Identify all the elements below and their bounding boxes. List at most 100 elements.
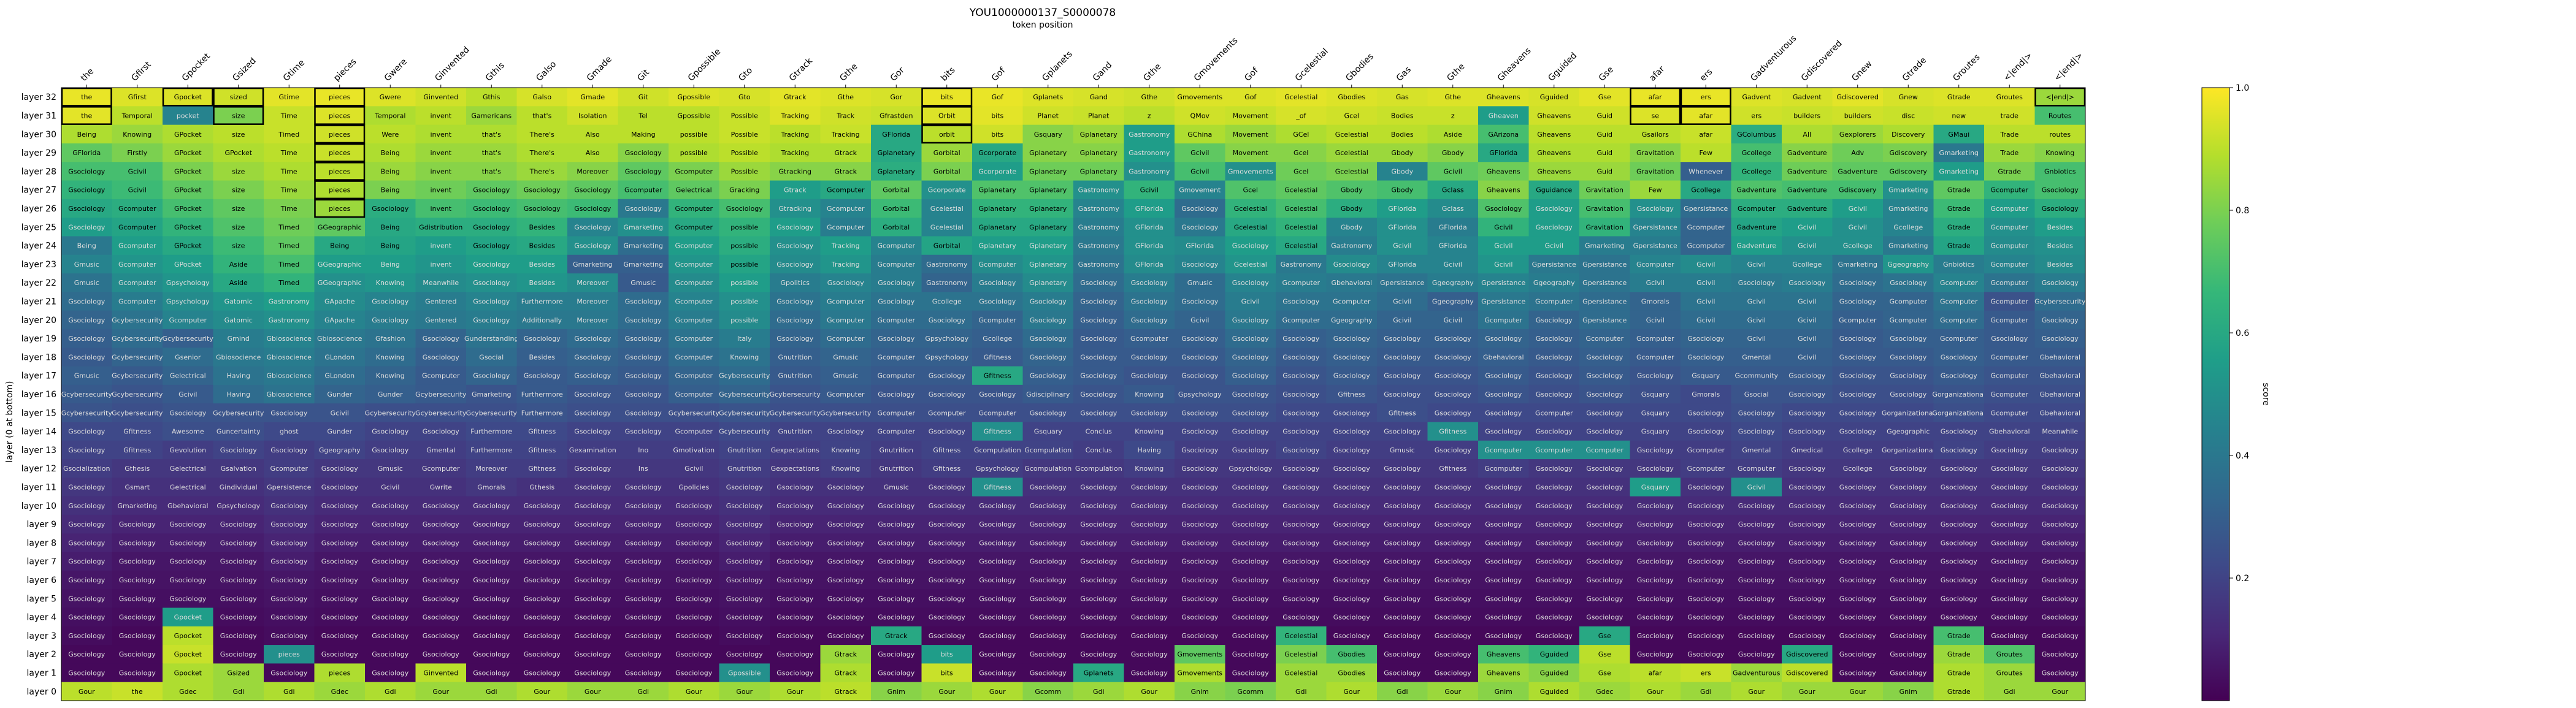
- cell-label: Gnutrition: [778, 428, 812, 436]
- heatmap-cell: [1427, 422, 1479, 441]
- cell-label: Gsociology: [1687, 558, 1725, 566]
- heatmap-cell: [1832, 459, 1884, 478]
- heatmap-cell: [415, 88, 467, 107]
- cell-label: Gmovements: [1228, 167, 1273, 175]
- cell-label: Ino: [638, 446, 648, 454]
- heatmap-cell: [1832, 218, 1884, 237]
- heatmap-cell: [264, 310, 315, 330]
- heatmap-cell: [1175, 607, 1225, 627]
- heatmap-cell: [163, 310, 213, 330]
- heatmap-cell: [1630, 440, 1681, 460]
- cell-label: Gsociology: [473, 558, 510, 566]
- cell-label: Also: [586, 149, 600, 157]
- cell-label: Gsociology: [979, 539, 1016, 547]
- cell-label: Gsociology: [524, 595, 561, 603]
- cell-label: Gpossible: [728, 669, 761, 677]
- heatmap-cell: [1731, 366, 1782, 386]
- cell-label: Gcomputer: [1990, 353, 2028, 361]
- heatmap-cell: [1933, 236, 1985, 256]
- cell-label: Gsociology: [1232, 428, 1270, 436]
- cell-label: Gsociology: [726, 650, 764, 658]
- heatmap-cell: [1984, 570, 2035, 590]
- heatmap-cell: [1478, 422, 1529, 441]
- cell-label: Gsociology: [1131, 669, 1168, 677]
- cell-label: Gmovements: [1177, 650, 1222, 658]
- heatmap-cell: [365, 440, 416, 460]
- heatmap-cell: [972, 626, 1023, 645]
- cell-label: Gsociology: [1384, 335, 1421, 343]
- cell-label: Gsociology: [169, 576, 207, 584]
- cell-label: Gcivil: [331, 409, 349, 417]
- cell-label: afar: [1699, 131, 1712, 139]
- heatmap-cell: [1782, 292, 1833, 311]
- heatmap-cell: [567, 348, 618, 367]
- cell-label: Gsociology: [1637, 502, 1674, 510]
- cell-label: Gour: [1141, 688, 1157, 696]
- cell-label: Gfitness: [933, 465, 960, 473]
- heatmap-cell: [1124, 273, 1175, 292]
- cell-label: Gsociology: [1030, 297, 1067, 305]
- heatmap-cell: [1377, 422, 1428, 441]
- cell-label: Gsociology: [1738, 650, 1776, 658]
- heatmap-cell: [567, 180, 618, 200]
- cell-label: Gsociology: [372, 614, 409, 622]
- x-axis-label: token position: [1012, 20, 1073, 30]
- heatmap-cell: [669, 273, 719, 292]
- cell-label: Gsociology: [776, 223, 814, 231]
- cell-label: Gsociology: [473, 261, 510, 268]
- heatmap-cell: [1984, 626, 2035, 645]
- heatmap-cell: [1731, 645, 1782, 664]
- heatmap-cell: [1276, 403, 1327, 422]
- heatmap-cell: [314, 292, 366, 311]
- cell-label: Gsociology: [1788, 595, 1826, 603]
- heatmap-cell: [871, 310, 922, 330]
- cell-label: Gmarketing: [1939, 167, 1979, 175]
- heatmap-cell: [415, 348, 467, 367]
- heatmap-cell: [1175, 570, 1225, 590]
- heatmap-cell: [1883, 273, 1934, 292]
- heatmap-cell: [1630, 478, 1681, 497]
- heatmap-cell: [1933, 143, 1985, 162]
- chart-title: YOU1000000137_S0000078: [969, 7, 1116, 19]
- cell-label: Groutes: [1996, 650, 2023, 658]
- cell-label: Gheaven: [1489, 112, 1519, 120]
- cell-label: Knowing: [831, 446, 860, 454]
- cell-label: ghost: [280, 428, 299, 436]
- cell-label: Gnim: [1495, 688, 1512, 696]
- cell-label: Gplanetary: [979, 186, 1017, 194]
- cell-label: Gcomputer: [675, 428, 713, 436]
- heatmap-cell: [1073, 626, 1124, 645]
- cell-label: Gsociology: [1131, 372, 1168, 380]
- cell-label: Gnbiotics: [2044, 167, 2076, 175]
- x-tick-label: Gtrack: [788, 56, 815, 83]
- heatmap-cell: [1478, 589, 1529, 608]
- cell-label: Gcomputer: [827, 223, 865, 231]
- x-tick-label: Gplanets: [1040, 49, 1074, 83]
- heatmap-cell: [567, 199, 618, 218]
- highlight-box: [61, 106, 112, 125]
- heatmap-cell: [1022, 570, 1074, 590]
- heatmap-cell: [415, 292, 467, 311]
- heatmap-cell: [1883, 254, 1934, 274]
- heatmap-cell: [1124, 440, 1175, 460]
- cell-label: Gcelestial: [1335, 149, 1368, 157]
- cell-label: Gsociology: [878, 539, 915, 547]
- heatmap-cell: [1276, 422, 1327, 441]
- cell-label: Gcivil: [1241, 297, 1260, 305]
- cell-label: Gpersistance: [1582, 261, 1627, 268]
- heatmap-cell: [314, 440, 366, 460]
- heatmap-cell: [1326, 514, 1378, 534]
- cell-label: Gadventure: [1736, 242, 1776, 250]
- cell-label: Gsociology: [524, 614, 561, 622]
- cell-label: Gsociology: [1131, 316, 1168, 324]
- heatmap-cell: [719, 496, 770, 516]
- heatmap-cell: [1124, 682, 1175, 701]
- heatmap-cell: [1579, 236, 1630, 256]
- cell-label: Gdi: [637, 688, 649, 696]
- heatmap-cell: [820, 496, 872, 516]
- cell-label: Gsociology: [1839, 409, 1877, 417]
- heatmap-cell: [213, 273, 264, 292]
- heatmap-cell: [1832, 162, 1884, 181]
- cell-label: Gsociology: [1991, 614, 2028, 622]
- heatmap-cell: [1427, 459, 1479, 478]
